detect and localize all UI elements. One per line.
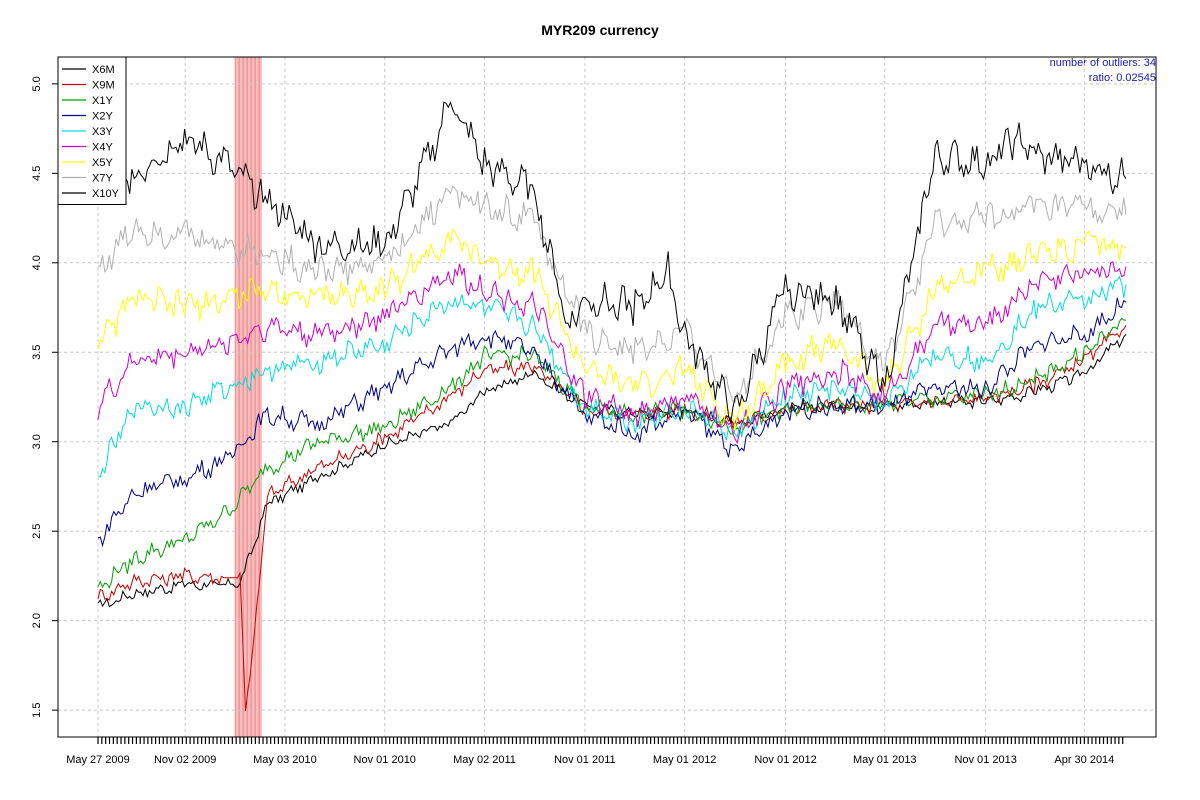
y-tick-label: 4.0 — [31, 255, 43, 270]
y-tick-label: 4.5 — [31, 166, 43, 181]
y-axis: 1.5 2.0 2.5 3.0 3.5 4.0 4.5 5.0 — [31, 76, 58, 718]
x-tick-label: May 01 2012 — [653, 754, 717, 766]
outlier-band — [235, 57, 262, 737]
series-line-x7y — [97, 185, 1127, 404]
x-tick-label: Nov 01 2011 — [554, 754, 616, 766]
legend: X6M X9M X1Y X2Y X3Y X4Y X5Y X7Y X10Y — [57, 56, 127, 205]
series-line-x2y — [97, 297, 1127, 548]
y-tick-label: 2.0 — [31, 613, 43, 628]
outlier-band-group — [234, 57, 262, 737]
legend-label: X1Y — [92, 95, 113, 107]
legend-label: X10Y — [92, 188, 120, 200]
x-tick-label: Apr 30 2014 — [1054, 754, 1114, 766]
x-tick-label: May 02 2011 — [453, 754, 516, 766]
series-line-x10y — [97, 101, 1127, 424]
legend-label: X9M — [92, 80, 115, 92]
legend-label: X2Y — [92, 111, 113, 123]
legend-label: X5Y — [92, 157, 113, 169]
y-tick-label: 1.5 — [31, 703, 43, 718]
x-tick-label: May 01 2013 — [853, 754, 917, 766]
series-group — [97, 101, 1127, 712]
series-line-x4y — [97, 260, 1127, 445]
legend-label: X6M — [92, 64, 115, 76]
outlier-count-annotation: number of outliers: 34 — [1049, 57, 1156, 69]
y-tick-label: 3.0 — [31, 434, 43, 449]
y-tick-label: 5.0 — [31, 76, 43, 91]
x-tick-label: May 27 2009 — [66, 754, 130, 766]
y-tick-label: 2.5 — [31, 524, 43, 539]
x-axis: May 27 2009 Nov 02 2009 May 03 2010 Nov 01 … — [66, 737, 1124, 766]
y-tick-label: 3.5 — [31, 345, 43, 360]
grid-group — [58, 57, 1156, 737]
x-tick-label: May 03 2010 — [253, 754, 317, 766]
legend-label: X4Y — [92, 142, 113, 154]
series-line-x3y — [97, 275, 1127, 478]
x-tick-label: Nov 01 2013 — [954, 754, 1016, 766]
series-line-x6m — [97, 334, 1127, 608]
outlier-ratio-annotation: ratio: 0.02545 — [1088, 72, 1156, 84]
series-line-x1y — [97, 317, 1126, 589]
x-tick-label: Nov 01 2012 — [754, 754, 816, 766]
x-tick-label: Nov 02 2009 — [154, 754, 216, 766]
legend-label: X7Y — [92, 173, 113, 185]
legend-label: X3Y — [92, 126, 113, 138]
series-line-x5y — [97, 228, 1127, 431]
plot-frame — [57, 56, 1157, 738]
chart-title: MYR209 currency — [541, 22, 659, 38]
x-tick-label: Nov 01 2010 — [354, 754, 416, 766]
